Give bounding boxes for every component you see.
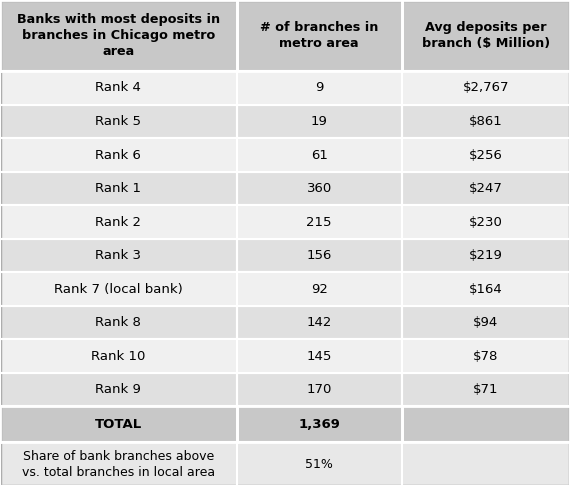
Bar: [402, 406, 570, 442]
Text: $78: $78: [473, 349, 499, 363]
Bar: [237, 138, 402, 172]
Text: Banks with most deposits in
branches in Chicago metro
area: Banks with most deposits in branches in …: [17, 13, 220, 58]
Text: Share of bank branches above
vs. total branches in local area: Share of bank branches above vs. total b…: [22, 450, 215, 479]
Text: Avg deposits per
branch ($ Million): Avg deposits per branch ($ Million): [422, 21, 550, 50]
Text: $861: $861: [469, 115, 503, 128]
Bar: [237, 306, 402, 339]
Bar: [402, 172, 570, 205]
Bar: [0, 272, 237, 306]
Bar: [0, 205, 237, 239]
Text: $230: $230: [469, 216, 503, 228]
Bar: [402, 0, 570, 71]
Bar: [402, 239, 570, 272]
Bar: [402, 138, 570, 172]
Text: $71: $71: [473, 383, 499, 396]
Bar: [0, 138, 237, 172]
Text: 19: 19: [311, 115, 328, 128]
Text: Rank 2: Rank 2: [95, 216, 141, 228]
Bar: [0, 406, 237, 442]
Text: 61: 61: [311, 149, 328, 161]
Text: Rank 7 (local bank): Rank 7 (local bank): [54, 282, 182, 295]
Bar: [402, 105, 570, 138]
Bar: [237, 406, 402, 442]
Text: $219: $219: [469, 249, 503, 262]
Text: Rank 4: Rank 4: [95, 82, 141, 94]
Text: 1,369: 1,369: [298, 417, 340, 431]
Text: 92: 92: [311, 282, 328, 295]
Bar: [237, 0, 402, 71]
Text: Rank 5: Rank 5: [95, 115, 141, 128]
Bar: [237, 339, 402, 373]
Bar: [237, 172, 402, 205]
Text: 142: 142: [307, 316, 332, 329]
Bar: [0, 306, 237, 339]
Bar: [402, 339, 570, 373]
Text: Rank 3: Rank 3: [95, 249, 141, 262]
Bar: [0, 373, 237, 406]
Text: 9: 9: [315, 82, 323, 94]
Bar: [402, 373, 570, 406]
Text: $164: $164: [469, 282, 503, 295]
Bar: [0, 0, 237, 71]
Bar: [237, 442, 402, 486]
Text: Rank 10: Rank 10: [91, 349, 145, 363]
Bar: [237, 205, 402, 239]
Bar: [237, 373, 402, 406]
Bar: [402, 442, 570, 486]
Text: Rank 6: Rank 6: [95, 149, 141, 161]
Bar: [0, 442, 237, 486]
Bar: [0, 239, 237, 272]
Bar: [237, 71, 402, 105]
Text: 360: 360: [307, 182, 332, 195]
Text: 215: 215: [307, 216, 332, 228]
Bar: [237, 272, 402, 306]
Bar: [0, 71, 237, 105]
Text: $94: $94: [473, 316, 499, 329]
Text: Rank 8: Rank 8: [95, 316, 141, 329]
Bar: [0, 172, 237, 205]
Text: $247: $247: [469, 182, 503, 195]
Text: Rank 9: Rank 9: [95, 383, 141, 396]
Text: 156: 156: [307, 249, 332, 262]
Text: Rank 1: Rank 1: [95, 182, 141, 195]
Text: $2,767: $2,767: [463, 82, 509, 94]
Bar: [402, 71, 570, 105]
Text: TOTAL: TOTAL: [95, 417, 142, 431]
Text: $256: $256: [469, 149, 503, 161]
Bar: [0, 105, 237, 138]
Bar: [402, 205, 570, 239]
Bar: [402, 306, 570, 339]
Text: 51%: 51%: [306, 457, 333, 470]
Bar: [402, 272, 570, 306]
Bar: [237, 105, 402, 138]
Text: # of branches in
metro area: # of branches in metro area: [260, 21, 378, 50]
Bar: [237, 239, 402, 272]
Text: 145: 145: [307, 349, 332, 363]
Text: 170: 170: [307, 383, 332, 396]
Bar: [0, 339, 237, 373]
